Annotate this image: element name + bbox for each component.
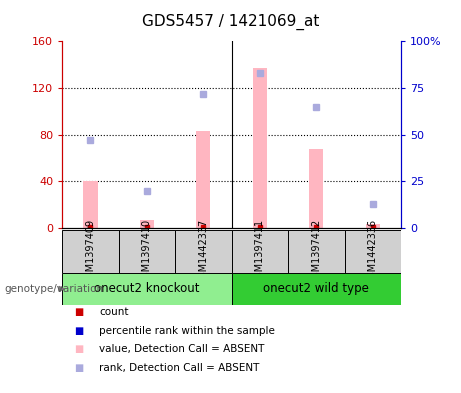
Text: GSM1397409: GSM1397409 <box>85 219 95 284</box>
Text: ■: ■ <box>74 307 83 318</box>
Bar <box>288 230 344 273</box>
Bar <box>175 230 231 273</box>
Text: percentile rank within the sample: percentile rank within the sample <box>99 326 275 336</box>
Text: ■: ■ <box>74 344 83 354</box>
Bar <box>231 273 401 305</box>
Text: GSM1442336: GSM1442336 <box>368 219 378 284</box>
Bar <box>83 181 98 228</box>
Bar <box>196 131 211 228</box>
Bar <box>62 273 231 305</box>
Bar <box>62 230 118 273</box>
Text: GSM1442337: GSM1442337 <box>198 219 208 284</box>
Bar <box>118 230 175 273</box>
Text: onecut2 knockout: onecut2 knockout <box>94 282 200 296</box>
Text: ■: ■ <box>74 363 83 373</box>
Bar <box>140 220 154 228</box>
Bar <box>366 224 380 228</box>
Bar <box>344 230 401 273</box>
Text: genotype/variation: genotype/variation <box>5 284 104 294</box>
Bar <box>231 230 288 273</box>
Text: GDS5457 / 1421069_at: GDS5457 / 1421069_at <box>142 14 319 30</box>
Text: GSM1397412: GSM1397412 <box>311 219 321 284</box>
Bar <box>309 149 324 228</box>
Text: GSM1397410: GSM1397410 <box>142 219 152 284</box>
Text: count: count <box>99 307 129 318</box>
Text: onecut2 wild type: onecut2 wild type <box>263 282 369 296</box>
Text: ■: ■ <box>74 326 83 336</box>
Text: GSM1397411: GSM1397411 <box>255 219 265 284</box>
Bar <box>253 68 267 228</box>
Text: value, Detection Call = ABSENT: value, Detection Call = ABSENT <box>99 344 265 354</box>
Text: rank, Detection Call = ABSENT: rank, Detection Call = ABSENT <box>99 363 260 373</box>
